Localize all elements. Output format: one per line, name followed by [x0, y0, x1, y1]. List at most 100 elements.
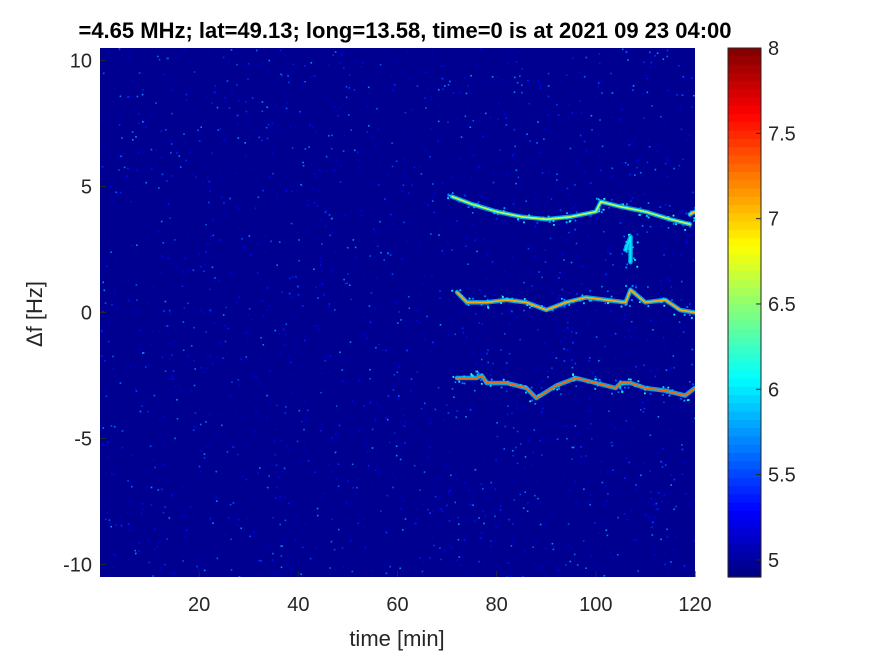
- noise-speckle: [169, 395, 172, 397]
- noise-speckle: [492, 362, 494, 365]
- noise-speckle: [617, 554, 619, 556]
- noise-speckle: [282, 105, 284, 108]
- noise-speckle: [680, 327, 682, 329]
- noise-speckle: [369, 368, 371, 371]
- noise-speckle: [244, 538, 247, 540]
- trace-halo: [597, 198, 600, 201]
- noise-speckle: [105, 472, 107, 475]
- noise-speckle: [291, 147, 294, 149]
- noise-speckle: [324, 508, 327, 511]
- noise-speckle: [345, 86, 348, 88]
- noise-speckle: [491, 512, 493, 515]
- trace-halo: [547, 215, 550, 218]
- noise-speckle: [160, 157, 163, 159]
- noise-speckle: [537, 367, 539, 369]
- noise-speckle: [122, 280, 125, 282]
- noise-speckle: [643, 462, 645, 465]
- noise-speckle: [319, 513, 321, 516]
- noise-speckle: [224, 532, 226, 535]
- noise-speckle: [444, 464, 446, 466]
- noise-speckle: [484, 295, 486, 297]
- noise-speckle: [632, 89, 634, 91]
- noise-speckle: [282, 328, 285, 331]
- noise-speckle: [523, 281, 525, 284]
- noise-speckle: [578, 401, 580, 403]
- noise-speckle: [241, 238, 243, 240]
- colorbar-segment: [728, 353, 761, 363]
- noise-speckle: [296, 231, 299, 234]
- noise-speckle: [270, 240, 272, 243]
- noise-speckle: [680, 298, 682, 301]
- noise-speckle: [578, 380, 580, 383]
- noise-speckle: [605, 485, 607, 487]
- noise-speckle: [570, 261, 573, 264]
- noise-speckle: [542, 380, 544, 383]
- noise-speckle: [507, 62, 510, 64]
- noise-speckle: [206, 491, 208, 493]
- noise-speckle: [213, 549, 216, 551]
- noise-speckle: [684, 482, 686, 485]
- noise-speckle: [670, 367, 672, 369]
- noise-speckle: [253, 430, 256, 433]
- noise-speckle: [296, 189, 298, 191]
- noise-speckle: [557, 298, 560, 301]
- noise-speckle: [407, 140, 409, 142]
- noise-speckle: [608, 304, 610, 307]
- noise-speckle: [215, 496, 218, 499]
- noise-speckle: [287, 554, 290, 556]
- noise-speckle: [682, 75, 684, 78]
- noise-speckle: [260, 54, 263, 56]
- noise-speckle: [372, 569, 374, 572]
- noise-speckle: [171, 354, 173, 356]
- noise-speckle: [475, 120, 477, 123]
- trace-halo: [476, 370, 479, 373]
- noise-speckle: [650, 319, 652, 321]
- noise-speckle: [251, 97, 254, 99]
- noise-speckle: [249, 253, 252, 256]
- noise-speckle: [550, 198, 553, 200]
- noise-speckle: [575, 242, 578, 245]
- noise-speckle: [279, 495, 282, 498]
- noise-speckle: [499, 403, 502, 405]
- noise-speckle: [151, 248, 153, 250]
- noise-speckle: [568, 231, 570, 234]
- noise-speckle: [456, 410, 459, 412]
- noise-speckle: [171, 263, 173, 265]
- noise-speckle: [460, 136, 463, 138]
- noise-speckle: [362, 271, 365, 273]
- noise-speckle: [418, 166, 421, 168]
- noise-speckle: [532, 546, 534, 548]
- noise-speckle: [226, 378, 228, 381]
- noise-speckle: [113, 293, 116, 295]
- noise-speckle: [274, 143, 276, 145]
- noise-speckle: [192, 429, 195, 431]
- noise-speckle: [483, 522, 485, 525]
- noise-speckle: [218, 170, 220, 173]
- noise-speckle: [216, 177, 219, 180]
- noise-speckle: [543, 109, 546, 112]
- noise-speckle: [482, 510, 484, 513]
- noise-speckle: [506, 576, 508, 577]
- noise-speckle: [547, 171, 550, 173]
- noise-speckle: [430, 233, 432, 235]
- noise-speckle: [215, 500, 218, 502]
- noise-speckle: [571, 458, 573, 460]
- noise-speckle: [575, 255, 578, 257]
- trace-halo: [626, 203, 628, 205]
- colorbar-segment: [728, 105, 761, 115]
- noise-speckle: [271, 152, 274, 155]
- noise-speckle: [681, 94, 684, 96]
- noise-speckle: [463, 77, 466, 79]
- noise-speckle: [646, 161, 649, 164]
- noise-speckle: [642, 93, 645, 96]
- noise-speckle: [174, 239, 176, 241]
- noise-speckle: [514, 519, 516, 522]
- noise-speckle: [342, 103, 345, 105]
- noise-speckle: [226, 352, 228, 354]
- noise-speckle: [494, 488, 496, 491]
- noise-speckle: [429, 439, 432, 441]
- noise-speckle: [450, 547, 453, 549]
- noise-speckle: [431, 510, 434, 513]
- noise-speckle: [164, 325, 167, 327]
- noise-speckle: [155, 511, 158, 514]
